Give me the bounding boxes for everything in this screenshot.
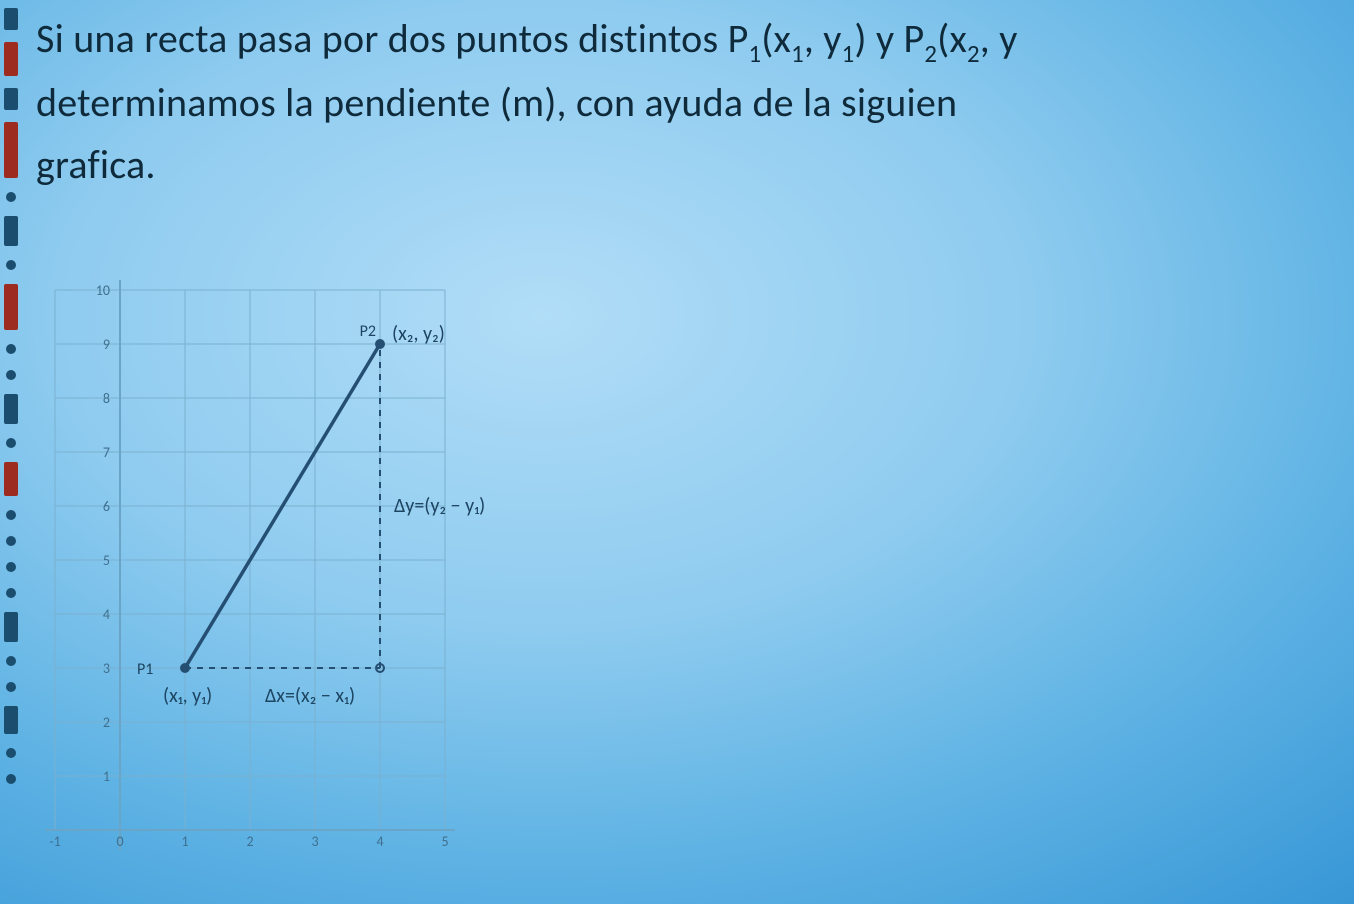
svg-text:9: 9 [103, 336, 110, 353]
left-binding-decoration [0, 0, 24, 904]
para-text: (x [761, 14, 791, 63]
para-text: Si una recta pasa por dos puntos distint… [36, 14, 748, 63]
annotations: P2 (x₂, y₂) Δy=(y₂ − y₁) P1 (x₁, y₁) Δx=(x₂ −… [137, 322, 485, 708]
para-text: (x [937, 14, 967, 63]
svg-text:5: 5 [103, 552, 110, 569]
para-text: , y [804, 14, 842, 63]
para-line2: determinamos la pendiente (m), con ayuda… [36, 78, 957, 127]
svg-text:Δx=(x₂ − x₁): Δx=(x₂ − x₁) [265, 684, 355, 708]
para-text: , y [980, 14, 1018, 63]
svg-text:4: 4 [376, 833, 383, 850]
svg-text:(x₁, y₁): (x₁, y₁) [163, 684, 212, 708]
svg-text:7: 7 [103, 444, 110, 461]
svg-text:1: 1 [181, 833, 188, 850]
svg-text:1: 1 [103, 768, 110, 785]
chart-svg: 12345678910-1012345 P2(x₂, y₂)Δy=(y₂ − y… [70, 270, 530, 870]
svg-text:8: 8 [103, 390, 110, 407]
svg-text:6: 6 [103, 498, 110, 515]
svg-text:3: 3 [103, 660, 110, 677]
ticks: 1 2 3 4 5 6 7 8 9 10 -1 0 1 2 3 4 5 [49, 282, 448, 850]
svg-text:2: 2 [103, 714, 110, 731]
slope-chart: 12345678910-1012345 P2(x₂, y₂)Δy=(y₂ − y… [70, 270, 530, 870]
svg-text:3: 3 [311, 833, 318, 850]
svg-text:2: 2 [246, 833, 253, 850]
svg-text:P1: P1 [137, 660, 153, 679]
para-text: ) y P [854, 14, 924, 63]
sub-p2: 2 [924, 38, 937, 69]
svg-text:0: 0 [116, 833, 123, 850]
sub-p1: 1 [748, 38, 761, 69]
svg-text:-1: -1 [49, 833, 60, 850]
sub-x1: 1 [791, 38, 804, 69]
para-line3: grafica. [36, 140, 156, 189]
sub-y1: 1 [842, 38, 855, 69]
svg-text:4: 4 [103, 606, 110, 623]
svg-text:Δy=(y₂ − y₁): Δy=(y₂ − y₁) [394, 494, 485, 518]
svg-text:10: 10 [96, 282, 110, 299]
svg-text:5: 5 [441, 833, 448, 850]
paragraph: Si una recta pasa por dos puntos distint… [36, 8, 1354, 196]
svg-text:(x₂, y₂): (x₂, y₂) [392, 322, 445, 346]
slide-content: Si una recta pasa por dos puntos distint… [36, 8, 1354, 196]
svg-text:P2: P2 [360, 322, 376, 341]
sub-x2: 2 [967, 38, 980, 69]
